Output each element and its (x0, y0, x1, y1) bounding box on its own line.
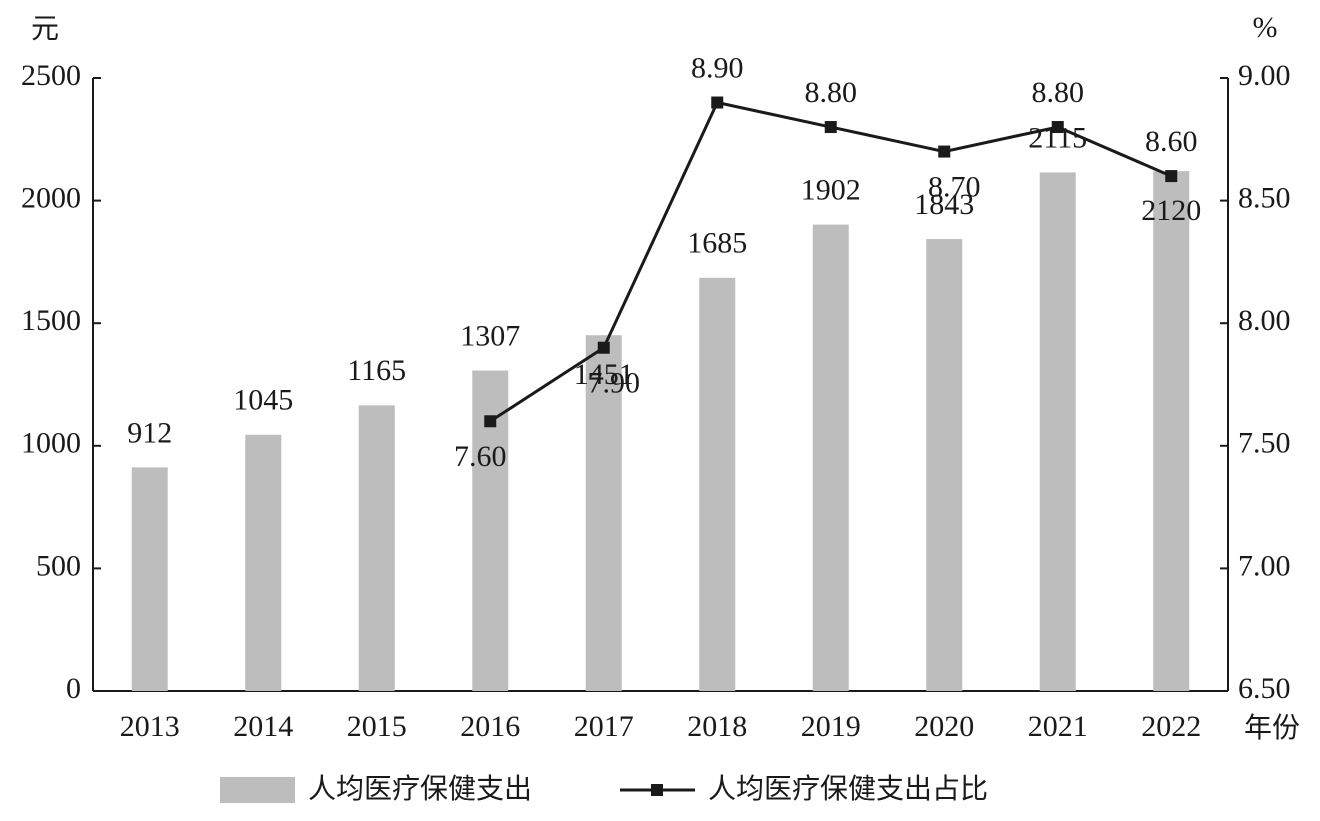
y-tick-label: 0 (66, 672, 81, 705)
bar (131, 467, 168, 691)
line-marker (484, 415, 497, 428)
x-tick-label: 2018 (687, 710, 747, 743)
bar-value-label: 1843 (914, 188, 974, 221)
bar-value-label: 2120 (1141, 194, 1201, 227)
x-tick-label: 2015 (347, 710, 407, 743)
bar (245, 434, 282, 691)
line-value-label: 7.90 (588, 367, 641, 400)
bar-value-label: 1045 (233, 384, 293, 417)
bar-value-label: 1165 (347, 354, 406, 387)
y-unit: 元 (31, 12, 59, 45)
y-tick-label: 2500 (21, 59, 81, 92)
y2-tick-label: 6.50 (1238, 672, 1291, 705)
x-tick-label: 2020 (914, 710, 974, 743)
y-tick-label: 2000 (21, 181, 81, 214)
line-value-label: 8.70 (928, 170, 981, 203)
bar (358, 405, 395, 691)
x-tick-label: 2021 (1028, 710, 1088, 743)
y2-tick-label: 7.00 (1238, 549, 1291, 582)
y2-unit: % (1253, 11, 1278, 44)
bar-value-label: 1685 (687, 227, 747, 260)
line-marker (597, 341, 610, 354)
line-value-label: 7.60 (454, 440, 507, 473)
line-marker (711, 96, 724, 109)
line-value-label: 8.80 (1032, 76, 1085, 109)
line-marker (938, 145, 951, 158)
bar (585, 335, 622, 691)
x-tick-label: 2013 (120, 710, 180, 743)
x-axis-label: 年份 (1244, 711, 1300, 744)
bar-value-label: 1451 (574, 358, 634, 391)
legend-swatch (220, 777, 295, 803)
line-value-label: 8.90 (691, 51, 744, 84)
x-tick-label: 2014 (233, 710, 293, 743)
y-tick-label: 500 (36, 549, 81, 582)
legend-label: 人均医疗保健支出 (308, 772, 532, 805)
line-value-label: 8.80 (805, 76, 858, 109)
y-tick-label: 1500 (21, 304, 81, 337)
line-marker (1165, 170, 1178, 183)
y2-tick-label: 8.00 (1238, 304, 1291, 337)
x-tick-label: 2017 (574, 710, 634, 743)
line-value-label: 8.60 (1145, 125, 1198, 158)
line-marker (824, 121, 837, 134)
bar (1153, 171, 1190, 691)
x-tick-label: 2016 (460, 710, 520, 743)
bar-value-label: 912 (127, 416, 172, 449)
bar (1039, 172, 1076, 692)
legend-marker (651, 784, 663, 796)
y2-tick-label: 9.00 (1238, 59, 1291, 92)
x-tick-label: 2022 (1141, 710, 1201, 743)
bar (812, 224, 849, 692)
y2-tick-label: 8.50 (1238, 181, 1291, 214)
bar (926, 239, 963, 691)
legend-label: 人均医疗保健支出占比 (708, 772, 988, 805)
y2-tick-label: 7.50 (1238, 427, 1291, 460)
bar (699, 277, 736, 691)
line-marker (1051, 121, 1064, 134)
y-tick-label: 1000 (21, 427, 81, 460)
x-tick-label: 2019 (801, 710, 861, 743)
bar-value-label: 1307 (460, 319, 520, 352)
bar-value-label: 1902 (801, 174, 861, 207)
